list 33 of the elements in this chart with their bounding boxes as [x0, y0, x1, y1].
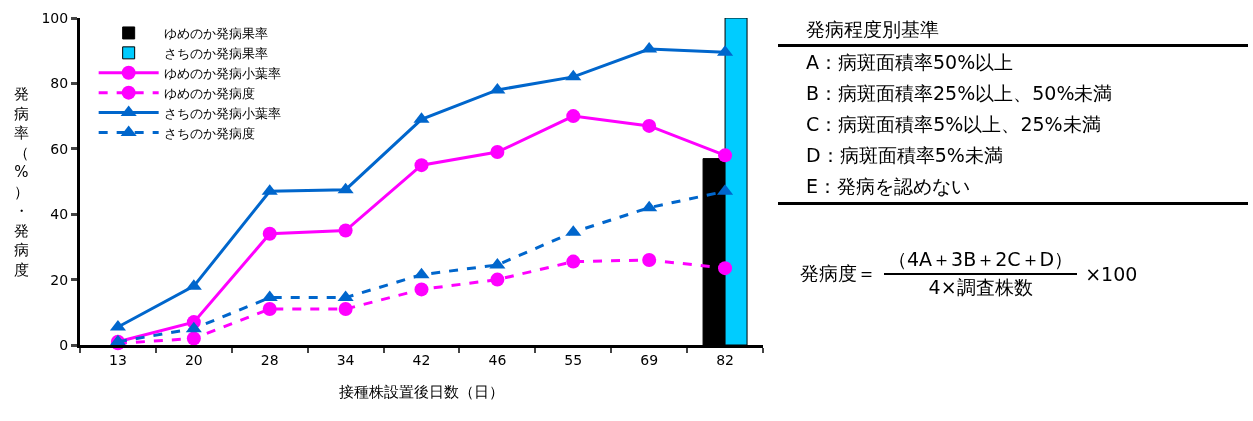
x-tick-label: 13	[109, 351, 127, 368]
y-tick-label: 100	[41, 9, 69, 26]
y-tick-label: 60	[50, 140, 69, 157]
x-axis-title: 接種株設置後日数（日）	[339, 382, 504, 401]
x-tick-label: 42	[412, 351, 431, 368]
y-tick-label: 40	[50, 206, 69, 223]
x-tick-label: 82	[716, 351, 734, 368]
x-tick-label: 28	[260, 351, 279, 368]
text: 発病程度別基準	[778, 14, 1248, 47]
text: ×100	[1085, 263, 1138, 285]
x-tick-label: 34	[336, 351, 355, 368]
legend-label: さちのか発病小葉率	[163, 105, 281, 121]
legend-label: ゆめのか発病果率	[163, 26, 268, 42]
legend-label: さちのか発病果率	[163, 45, 268, 61]
y-tick-label: 0	[59, 336, 69, 353]
text: 発病率（%）・発病度	[14, 85, 29, 279]
y-tick-label: 20	[50, 271, 69, 288]
text: D：病斑面積率5%未満	[805, 143, 1004, 168]
legend-label: ゆめのか発病度	[163, 85, 255, 101]
text: C：病斑面積率5%以上、25%未満	[805, 112, 1102, 137]
text: 発病度＝	[800, 261, 876, 286]
text: B：病斑面積率25%以上、50%未満	[805, 81, 1114, 106]
text: （4A＋3B＋2C＋D）	[884, 247, 1078, 275]
x-tick-label: 46	[488, 351, 507, 368]
x-tick-label: 20	[184, 351, 203, 368]
text: E：発病を認めない	[805, 174, 971, 199]
legend-label: さちのか発病度	[163, 125, 255, 141]
x-tick-label: 55	[564, 351, 583, 368]
y-tick-label: 80	[50, 75, 69, 92]
text: A：病斑面積率50%以上	[805, 50, 1015, 75]
legend-label: ゆめのか発病小葉率	[163, 65, 281, 81]
text: 4×調査株数	[928, 275, 1033, 300]
x-tick-label: 69	[640, 351, 659, 368]
